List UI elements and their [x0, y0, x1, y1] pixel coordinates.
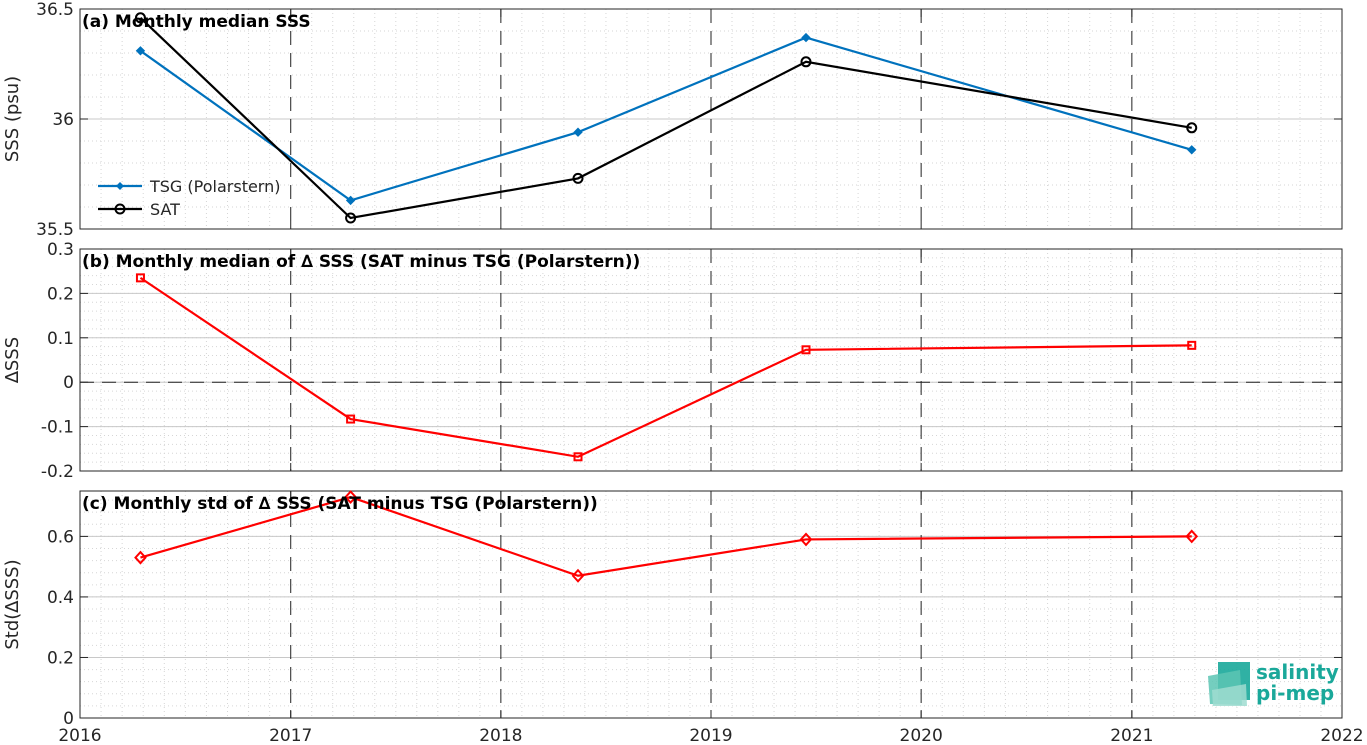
panel-title: (a) Monthly median SSS	[82, 12, 311, 32]
legend-marker	[116, 182, 124, 190]
data-point	[800, 56, 812, 68]
data-point	[345, 195, 356, 206]
panel-title: (b) Monthly median of ∆ SSS (SAT minus T…	[82, 252, 640, 272]
panel-c: 0 0.2 0.4 0.6 Std(∆SSS) (c) Monthly std of ∆ …	[2, 490, 1343, 729]
x-tick-label: 2019	[689, 726, 732, 745]
y-tick-label: 0.1	[47, 329, 74, 349]
y-tick-label: 0.2	[47, 648, 74, 668]
y-axis-label: Std(∆SSS)	[2, 559, 23, 649]
x-tick-label: 2016	[58, 726, 101, 745]
y-tick-label: 36.5	[36, 0, 74, 20]
logo-text-pimep: pi-mep	[1256, 681, 1334, 705]
y-axis-label: ∆SSS	[2, 337, 23, 384]
panel-a: 35.5 36 36.5 SSS (psu) (a) Monthly median SS…	[2, 0, 1343, 240]
y-tick-label: 0.2	[47, 284, 74, 304]
logo-text-salinity: salinity	[1256, 660, 1339, 684]
data-point	[1185, 529, 1199, 544]
legend-label: TSG (Polarstern)	[149, 177, 280, 196]
data-point	[573, 452, 583, 462]
x-tick-label: 2017	[269, 726, 312, 745]
data-point	[573, 127, 583, 137]
data-point	[345, 212, 357, 224]
y-tick-label: 0.6	[47, 527, 74, 547]
data-point	[572, 172, 584, 184]
series-0	[135, 273, 1197, 462]
series-1	[134, 12, 1198, 224]
y-tick-label: 0	[63, 709, 74, 729]
y-tick-label: 0	[63, 373, 74, 393]
legend-label: SAT	[150, 200, 180, 219]
x-tick-label: 2022	[1320, 726, 1363, 745]
data-point	[135, 273, 145, 283]
logo-mark	[1208, 662, 1250, 706]
panel-title: (c) Monthly std of ∆ SSS (SAT minus TSG …	[82, 494, 598, 514]
data-point	[1186, 122, 1198, 134]
legend: TSG (Polarstern) SAT	[98, 177, 280, 219]
y-tick-label: 0.4	[47, 588, 74, 608]
data-point	[134, 550, 147, 565]
y-axis-label: SSS (psu)	[2, 76, 23, 162]
data-point	[801, 32, 811, 43]
data-point	[346, 414, 356, 424]
series-line	[139, 17, 1192, 220]
legend-marker	[114, 203, 126, 215]
data-point	[135, 46, 146, 56]
data-point	[799, 532, 813, 547]
data-point	[344, 490, 357, 505]
y-tick-label: 35.5	[36, 220, 74, 240]
data-point	[1187, 340, 1197, 350]
x-tick-label: 2021	[1110, 726, 1153, 745]
series-0	[134, 490, 1199, 583]
data-point	[134, 12, 146, 24]
y-tick-label: 36	[52, 110, 74, 130]
data-point	[571, 568, 585, 583]
salinity-pi-mep-logo: salinity pi-mep	[1208, 660, 1339, 706]
x-tick-label: 2018	[479, 726, 522, 745]
panel-b: -0.2 -0.1 0 0.1 0.2 0.3 ∆SSS (b) Monthly median…	[2, 240, 1343, 482]
x-axis: 2016 2017 2018 2019 2020 2021 2022	[58, 726, 1363, 745]
data-point	[1187, 145, 1197, 155]
x-tick-label: 2020	[900, 726, 943, 745]
data-point	[801, 345, 811, 355]
series-line	[140, 495, 1192, 577]
series-line	[139, 276, 1192, 458]
y-tick-label: -0.1	[41, 418, 74, 438]
y-tick-label: -0.2	[41, 462, 74, 482]
y-tick-label: 0.3	[47, 240, 74, 260]
